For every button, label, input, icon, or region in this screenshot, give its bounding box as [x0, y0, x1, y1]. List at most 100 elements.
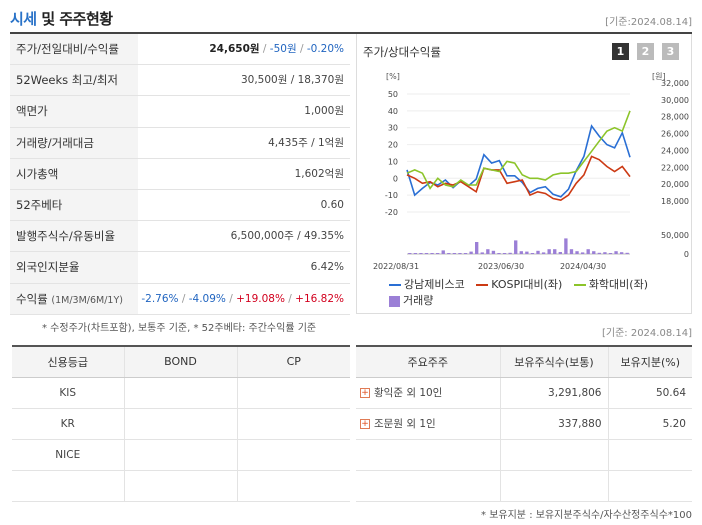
base-date-holders: [기준: 2024.08.14]: [601, 328, 692, 339]
info-row-shares: 발행주식수/유동비율 6,500,000주 / 49.35%: [10, 221, 350, 253]
info-row-returns: 수익률 (1M/3M/6M/1Y) -2.76% / -4.09% / +19.…: [10, 283, 350, 315]
info-row-52w: 52Weeks 최고/최저 30,500원 / 18,370원: [10, 65, 350, 97]
info-label: 거래량/거래대금: [10, 127, 138, 158]
right-tick-label: 24,000: [661, 146, 689, 155]
volume-bar: [580, 252, 585, 254]
info-value: 4,435주 / 1억원: [268, 136, 344, 149]
col-header-shares: 보유주식수(보통): [499, 345, 608, 378]
holder-name: 조문원 외 1인: [374, 418, 436, 430]
holder-name-cell: [356, 439, 500, 471]
info-value: 24,650원 / -50원 / -0.20%: [209, 43, 344, 55]
info-value: -2.76% / -4.09% / +19.08% / +16.82%: [141, 292, 344, 305]
price-change: -50원: [269, 43, 297, 55]
pct-cell: 50.64: [607, 377, 692, 409]
footnote-holding: * 보유지분 : 보유지분주식수/자수산정주식수*100: [481, 510, 692, 521]
left-tick-label: 30: [388, 124, 398, 133]
chart-panel: [356, 34, 692, 314]
chart-title: 주가/상대수익률: [363, 45, 441, 59]
chart-page-1-button[interactable]: 1: [612, 43, 629, 60]
info-label: 시가총액: [10, 158, 138, 189]
info-value: 1,602억원: [294, 167, 344, 180]
legend-line-red: [476, 284, 489, 286]
volume-bar: [592, 251, 596, 254]
legend-item-kospi[interactable]: KOSPI대비(좌): [476, 278, 562, 291]
volume-bar: [435, 253, 440, 254]
col-header-cp: CP: [236, 345, 350, 378]
table-header-row: 신용등급 BOND CP: [12, 345, 350, 378]
left-tick-label: -20: [385, 208, 398, 217]
info-label: 주가/전일대비/수익률: [10, 34, 138, 65]
bond-cell: [123, 470, 237, 502]
chart-page-3-button[interactable]: 3: [662, 43, 679, 60]
cp-cell: [236, 439, 350, 471]
volume-bar: [614, 251, 618, 254]
shares-cell: 337,880: [499, 408, 608, 440]
legend-line-green: [573, 284, 586, 286]
expand-plus-icon[interactable]: +: [360, 388, 370, 398]
holder-name-cell[interactable]: + 황익준 외 10인: [356, 377, 500, 409]
volume-bar: [586, 249, 590, 254]
left-tick-label: -10: [385, 191, 398, 200]
right-axis-unit: [원]: [652, 72, 666, 81]
holder-name-cell: [356, 470, 500, 502]
price-chart: [%] 50 40 30 20 10 0 -10 -20 [원]32,000 30,000 28,0…: [373, 72, 689, 271]
shares-cell: [499, 470, 608, 502]
shares-cell: 3,291,806: [499, 377, 608, 409]
legend-label: 강남제비스코: [404, 278, 465, 291]
volume-bar: [447, 253, 451, 254]
agency-cell: [12, 470, 124, 502]
info-row-foreign: 외국인지분율 6.42%: [10, 252, 350, 284]
col-header-holder: 주요주주: [356, 345, 500, 378]
agency-cell: KIS: [12, 377, 124, 409]
current-price: 24,650원: [209, 43, 260, 55]
volume-bar: [463, 253, 468, 254]
info-row-par: 액면가 1,000원: [10, 96, 350, 128]
info-label: 52주베타: [10, 189, 138, 221]
left-tick-label: 50: [388, 90, 398, 99]
volume-bar: [564, 238, 568, 254]
table-header-row: 주요주주 보유주식수(보통) 보유지분(%): [356, 345, 692, 378]
legend-item-stock[interactable]: 강남제비스코: [389, 278, 465, 291]
volume-bar: [469, 251, 473, 254]
volume-bar: [508, 252, 512, 254]
legend-item-volume[interactable]: 거래량: [389, 294, 433, 307]
right-tick-label: 26,000: [661, 130, 689, 139]
col-header-rating: 신용등급: [12, 345, 124, 378]
chart-page-2-button[interactable]: 2: [637, 43, 654, 60]
info-label: 발행주식수/유동비율: [10, 221, 138, 252]
legend-label: KOSPI대비(좌): [491, 278, 563, 291]
return-1y: +16.82%: [295, 292, 344, 305]
agency-cell: KR: [12, 408, 124, 440]
volume-bar: [486, 249, 490, 254]
volume-bar: [424, 253, 429, 254]
agency-cell: NICE: [12, 439, 124, 471]
volume-bar: [597, 252, 602, 254]
info-label: 액면가: [10, 96, 138, 127]
credit-rating-table: 신용등급 BOND CP KIS KR NICE: [12, 345, 350, 502]
volume-bar: [619, 252, 624, 254]
x-tick-label: 2024/04/30: [560, 262, 606, 271]
table-row: KR: [12, 408, 350, 440]
pct-cell: 5.20: [607, 408, 692, 440]
left-tick-label: 10: [388, 157, 398, 166]
volume-bar: [413, 253, 418, 254]
legend-item-chem[interactable]: 화학대비(좌): [573, 278, 648, 291]
price-rate: -0.20%: [306, 43, 344, 55]
volume-bar: [525, 251, 529, 254]
info-row-price: 주가/전일대비/수익률 24,650원 / -50원 / -0.20%: [10, 34, 350, 66]
pct-cell: [607, 470, 692, 502]
legend-label: 화학대비(좌): [588, 278, 648, 291]
volume-bar: [419, 253, 423, 254]
holder-name-cell[interactable]: + 조문원 외 1인: [356, 408, 500, 440]
base-date: [기준:2024.08.14]: [605, 17, 692, 28]
left-tick-label: 40: [388, 107, 398, 116]
expand-plus-icon[interactable]: +: [360, 419, 370, 429]
info-row-volume: 거래량/거래대금 4,435주 / 1억원: [10, 127, 350, 159]
right-tick-label: 22,000: [661, 163, 689, 172]
volume-bar: [497, 253, 501, 254]
footnote-price: * 수정주가(차트포함), 보통주 기준, * 52주베타: 주간수익률 기준: [42, 323, 317, 334]
table-row: [12, 470, 350, 502]
title-rest: 및 주주현황: [36, 10, 113, 28]
volume-bar: [536, 250, 540, 254]
right-tick-label: 18,000: [661, 197, 689, 206]
